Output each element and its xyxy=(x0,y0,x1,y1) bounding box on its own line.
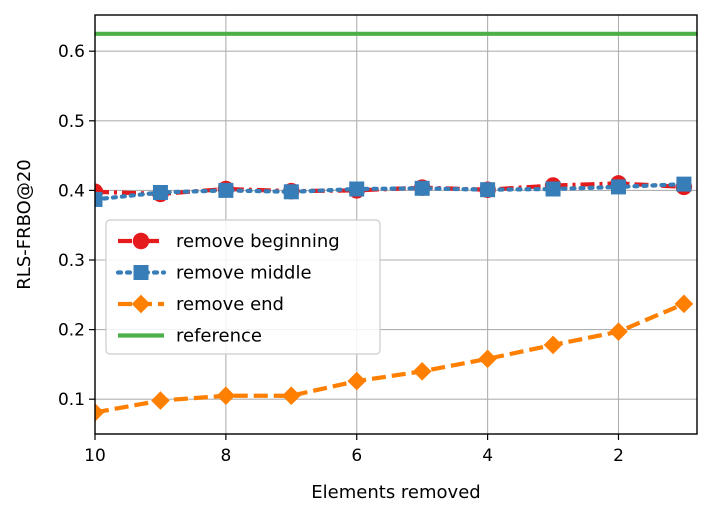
data-point-remove-end xyxy=(95,403,105,422)
data-point-remove-middle xyxy=(480,182,496,198)
data-point-remove-middle xyxy=(95,191,103,207)
x-tick-label: 4 xyxy=(482,446,493,466)
data-point-remove-middle xyxy=(152,184,168,200)
series-line-remove-beginning xyxy=(95,181,685,196)
data-point-remove-end xyxy=(412,362,432,381)
plot-frame xyxy=(94,14,698,435)
x-tick-label: 10 xyxy=(84,446,106,466)
data-point-remove-middle xyxy=(676,176,692,192)
data-point-remove-end xyxy=(151,391,170,410)
data-point-remove-end xyxy=(216,386,236,406)
x-tick-label: 2 xyxy=(613,446,624,466)
x-axis-label: Elements removed xyxy=(311,482,480,503)
y-tick-label: 0.5 xyxy=(58,112,85,132)
legend-item-remove-beginning: remove beginning xyxy=(118,231,340,252)
series-remove-middle xyxy=(95,176,692,207)
legend: remove beginning remove middle remove end r… xyxy=(105,219,381,355)
data-point-remove-end xyxy=(478,349,497,369)
y-tick-label: 0.1 xyxy=(58,390,85,410)
y-tick-label: 0.6 xyxy=(58,42,85,62)
series-layer xyxy=(95,31,697,422)
x-tick-label: 6 xyxy=(351,446,362,466)
series-remove-end xyxy=(95,294,694,422)
legend-label-remove-middle: remove middle xyxy=(176,263,312,284)
legend-label-remove-beginning: remove beginning xyxy=(176,231,340,252)
y-tick-label: 0.3 xyxy=(58,251,85,271)
legend-item-remove-middle: remove middle xyxy=(115,263,312,284)
legend-item-remove-end: remove end xyxy=(118,294,284,315)
data-point-remove-middle xyxy=(218,182,234,198)
data-point-remove-end xyxy=(674,294,694,314)
axis-ticks: 10 8 6 4 2 0.1 0.2 0.3 0.4 0.5 0.6 xyxy=(58,42,624,466)
legend-label-remove-end: remove end xyxy=(176,294,284,315)
data-point-remove-end xyxy=(543,335,563,355)
legend-item-reference: reference xyxy=(118,326,262,347)
data-point-remove-middle xyxy=(283,184,299,200)
legend-marker-remove-beginning xyxy=(132,232,150,250)
data-point-remove-middle xyxy=(610,179,626,195)
data-point-remove-middle xyxy=(414,180,430,196)
data-point-remove-end xyxy=(347,371,367,391)
x-tick-label: 8 xyxy=(220,446,231,466)
data-point-remove-end xyxy=(609,322,628,341)
data-point-remove-end xyxy=(282,386,301,406)
series-line-remove-middle xyxy=(95,182,687,202)
y-tick-label: 0.2 xyxy=(58,321,85,341)
y-tick-label: 0.4 xyxy=(58,181,85,201)
legend-marker-remove-middle xyxy=(133,265,149,280)
legend-marker-remove-end xyxy=(131,294,151,314)
legend-box xyxy=(105,219,381,355)
y-axis-label: RLS-FRBO@20 xyxy=(14,159,35,289)
legend-label-reference: reference xyxy=(176,326,262,347)
data-point-remove-middle xyxy=(545,181,561,197)
data-point-remove-middle xyxy=(349,181,365,197)
